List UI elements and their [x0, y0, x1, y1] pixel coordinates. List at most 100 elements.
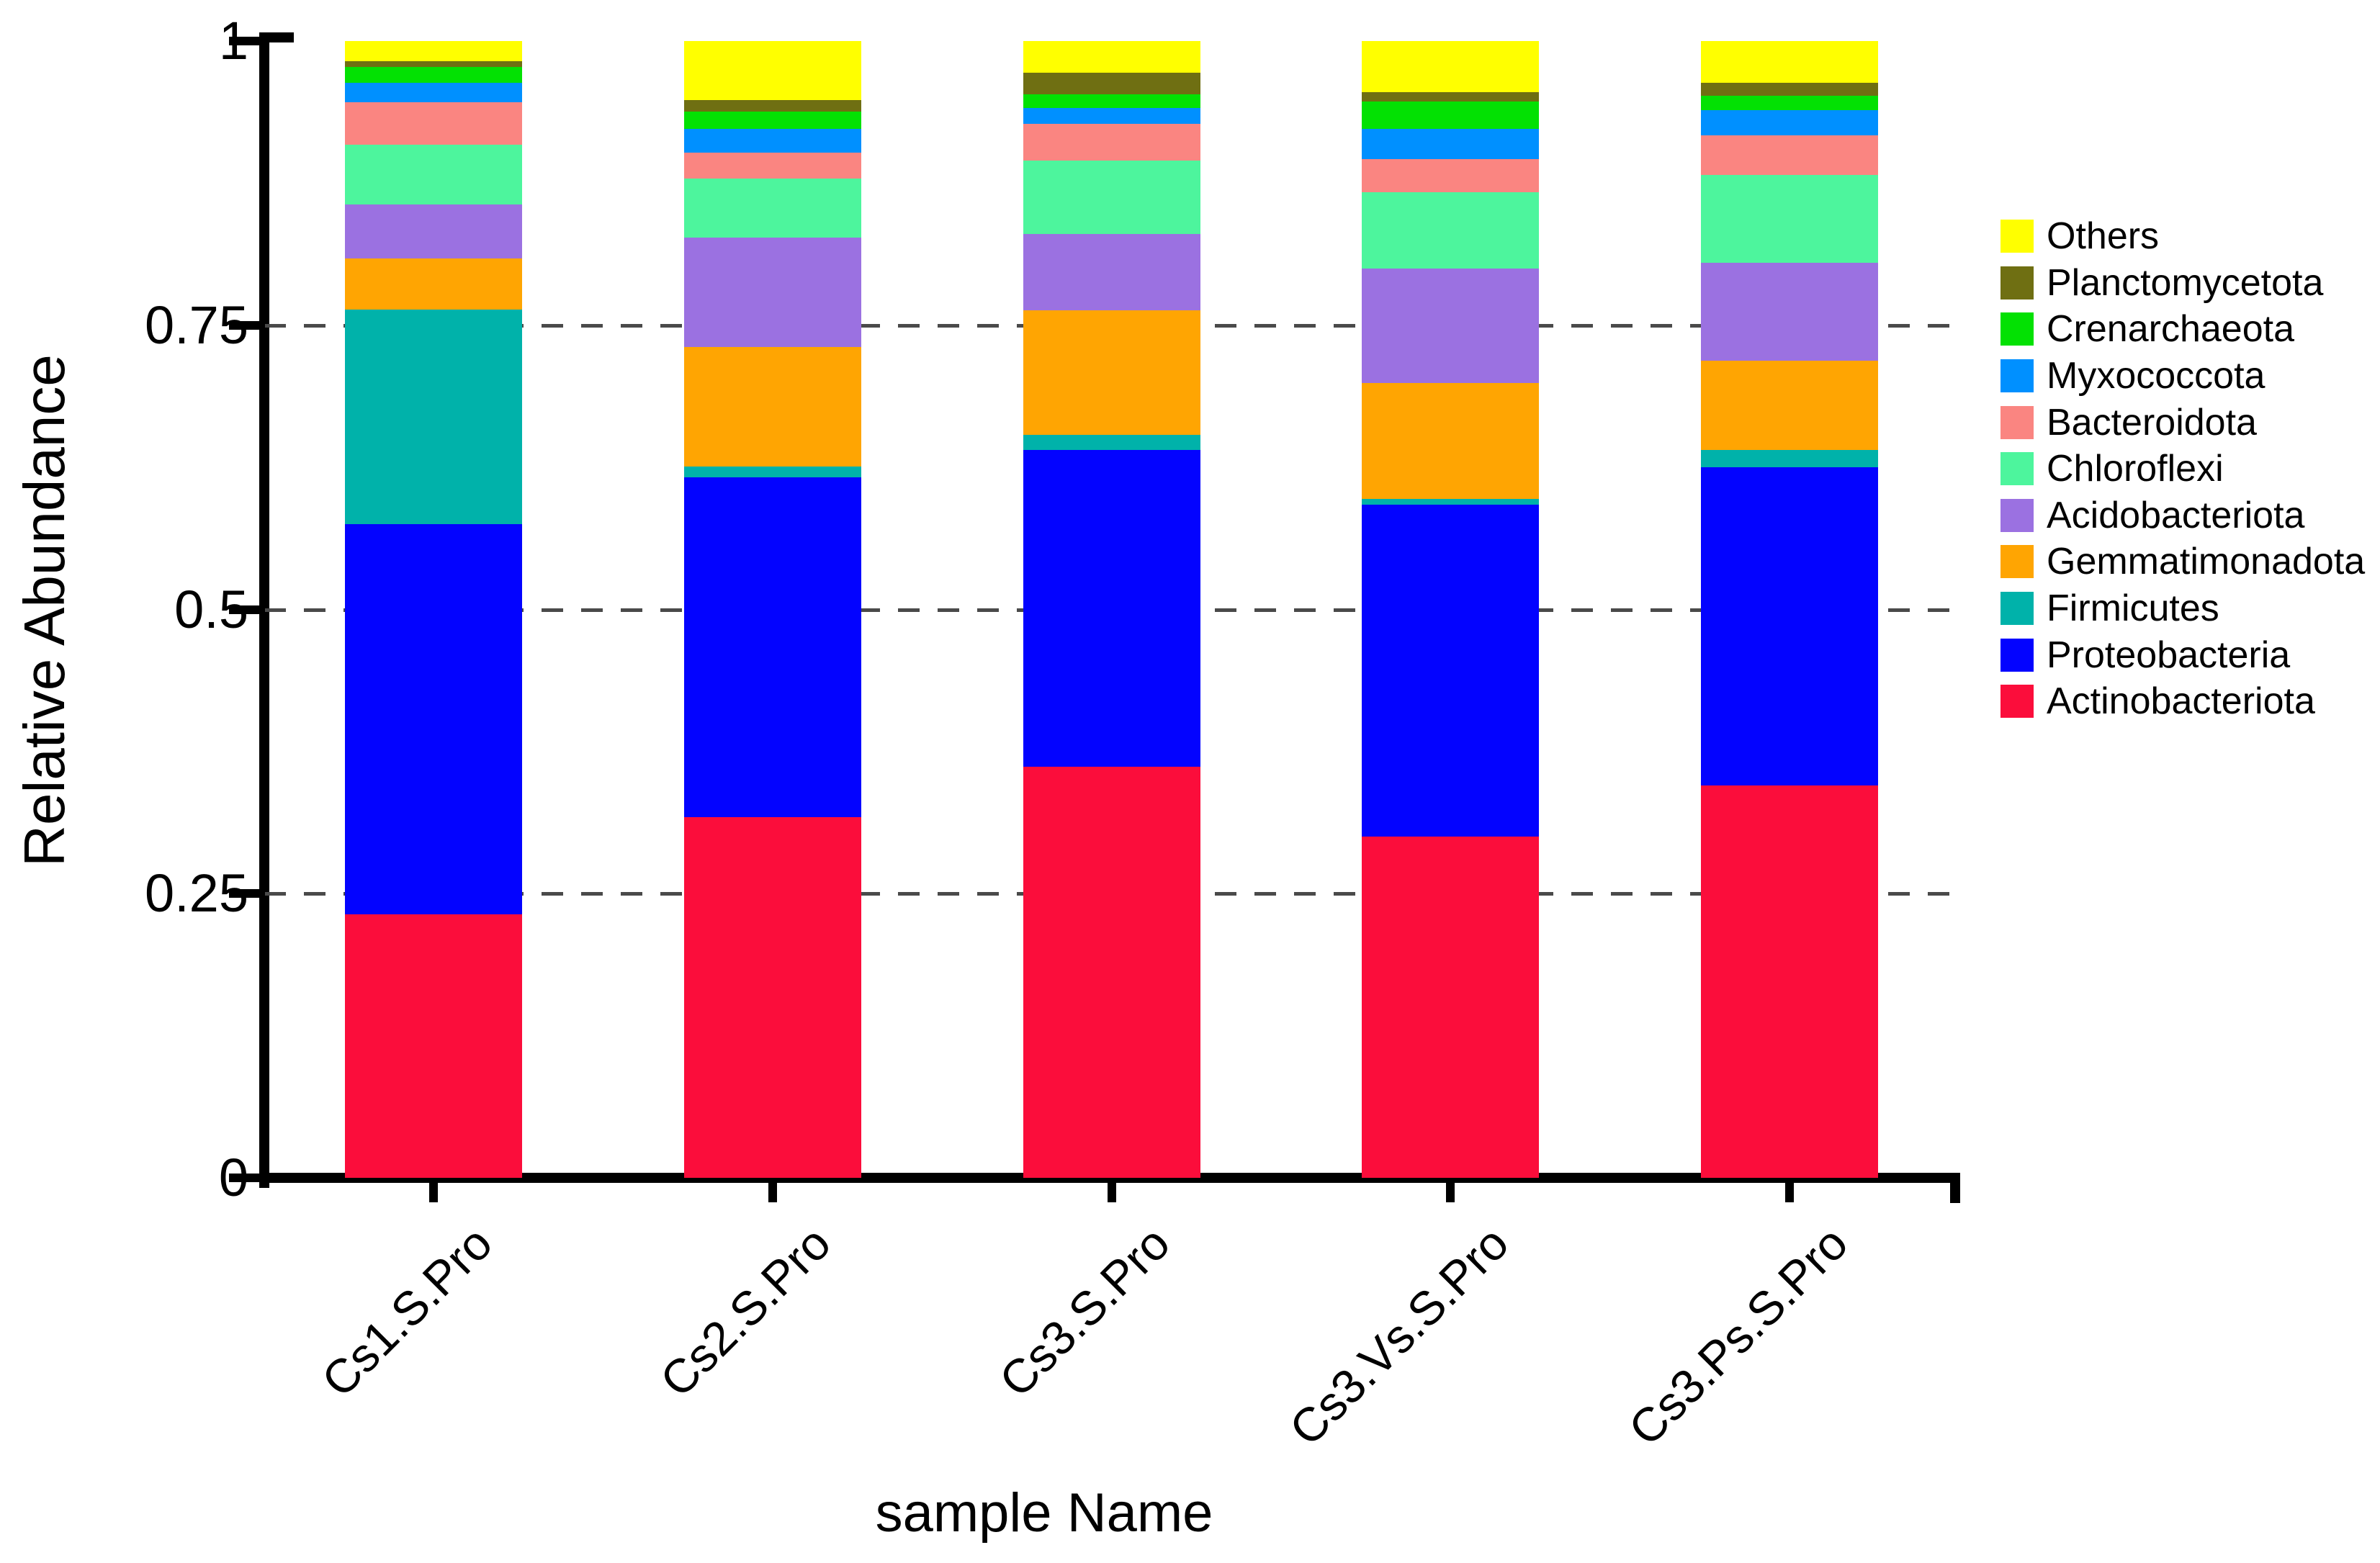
segment-Cs1.S.Pro-Bacteroidota [345, 102, 523, 145]
y-tick-label-0.25: 0.25 [144, 863, 248, 924]
segment-Cs3.S.Pro-Firmicutes [1023, 435, 1200, 450]
legend-item-Myxococcota: Myxococcota [2000, 353, 2365, 400]
segment-Cs1.S.Pro-Actinobacteriota [345, 914, 523, 1178]
legend-item-Crenarchaeota: Crenarchaeota [2000, 306, 2365, 353]
segment-Cs2.S.Pro-Gemmatimonadota [683, 346, 861, 467]
y-tick-0.5 [229, 605, 265, 614]
segment-Cs3.Ps.S.Pro-Planctomycetota [1700, 83, 1878, 96]
legend-swatch-Gemmatimonadota [2000, 545, 2034, 579]
y-axis-top-cap [259, 32, 294, 42]
y-tick-0.75 [229, 320, 265, 330]
y-tick-label-0.5: 0.5 [174, 579, 248, 639]
x-category-label-Cs3.Ps.S.Pro: Cs3.Ps.S.Pro [1617, 1216, 1858, 1456]
y-tick-1 [229, 37, 265, 45]
segment-Cs1.S.Pro-Myxococcota [345, 83, 523, 103]
segment-Cs3.Vs.S.Pro-Firmicutes [1362, 499, 1540, 505]
legend-item-Firmicutes: Firmicutes [2000, 585, 2365, 632]
segment-Cs1.S.Pro-Planctomycetota [345, 61, 523, 68]
segment-Cs3.Vs.S.Pro-Actinobacteriota [1362, 837, 1540, 1178]
x-category-label-Cs1.S.Pro: Cs1.S.Pro [310, 1216, 502, 1407]
segment-Cs3.Ps.S.Pro-Chloroflexi [1700, 175, 1878, 263]
legend-swatch-Myxococcota [2000, 359, 2034, 393]
segment-Cs2.S.Pro-Acidobacteriota [683, 238, 861, 347]
segment-Cs1.S.Pro-Acidobacteriota [345, 204, 523, 258]
segment-Cs3.S.Pro-Myxococcota [1023, 108, 1200, 125]
segment-Cs3.S.Pro-Planctomycetota [1023, 73, 1200, 95]
segment-Cs1.S.Pro-Chloroflexi [345, 144, 523, 205]
y-tick-0.25 [229, 889, 265, 898]
segment-Cs3.Ps.S.Pro-Others [1700, 41, 1878, 84]
legend-swatch-Others [2000, 220, 2034, 253]
segment-Cs2.S.Pro-Chloroflexi [683, 179, 861, 238]
segment-Cs3.Vs.S.Pro-Myxococcota [1362, 128, 1540, 160]
legend-label-Actinobacteriota: Actinobacteriota [2047, 680, 2315, 723]
legend-swatch-Acidobacteriota [2000, 498, 2034, 532]
legend-item-Proteobacteria: Proteobacteria [2000, 631, 2365, 678]
legend-swatch-Bacteroidota [2000, 405, 2034, 439]
x-tick-Cs2.S.Pro [768, 1178, 777, 1202]
legend-label-Planctomycetota: Planctomycetota [2047, 261, 2324, 304]
segment-Cs1.S.Pro-Gemmatimonadota [345, 258, 523, 310]
x-tick-Cs1.S.Pro [429, 1178, 439, 1202]
legend: Others Planctomycetota Crenarchaeota Myxoco… [2000, 213, 2365, 725]
segment-Cs3.Vs.S.Pro-Crenarchaeota [1362, 101, 1540, 129]
y-axis-title: Relative Abundance [12, 354, 76, 867]
legend-label-Firmicutes: Firmicutes [2047, 587, 2219, 630]
legend-swatch-Planctomycetota [2000, 266, 2034, 299]
x-category-label-Cs2.S.Pro: Cs2.S.Pro [650, 1216, 841, 1407]
segment-Cs3.Ps.S.Pro-Acidobacteriota [1700, 262, 1878, 361]
legend-item-Chloroflexi: Chloroflexi [2000, 446, 2365, 492]
legend-item-Bacteroidota: Bacteroidota [2000, 399, 2365, 446]
y-tick-label-0.75: 0.75 [144, 294, 248, 355]
segment-Cs3.Ps.S.Pro-Crenarchaeota [1700, 95, 1878, 111]
legend-label-Acidobacteriota: Acidobacteriota [2047, 494, 2305, 536]
legend-label-Proteobacteria: Proteobacteria [2047, 634, 2291, 676]
segment-Cs2.S.Pro-Crenarchaeota [683, 111, 861, 129]
x-axis-title: sample Name [875, 1482, 1213, 1544]
segment-Cs2.S.Pro-Others [683, 41, 861, 101]
legend-label-Gemmatimonadota: Gemmatimonadota [2047, 541, 2366, 583]
segment-Cs2.S.Pro-Planctomycetota [683, 100, 861, 112]
segment-Cs3.S.Pro-Gemmatimonadota [1023, 310, 1200, 436]
x-category-label-Cs3.S.Pro: Cs3.S.Pro [988, 1216, 1180, 1407]
x-tick-Cs3.S.Pro [1107, 1178, 1116, 1202]
segment-Cs3.Vs.S.Pro-Bacteroidota [1362, 159, 1540, 192]
segment-Cs3.Vs.S.Pro-Chloroflexi [1362, 192, 1540, 269]
x-tick-Cs3.Vs.S.Pro [1446, 1178, 1455, 1202]
x-category-label-Cs3.Vs.S.Pro: Cs3.Vs.S.Pro [1279, 1216, 1519, 1456]
legend-swatch-Actinobacteriota [2000, 685, 2034, 719]
segment-Cs3.Vs.S.Pro-Acidobacteriota [1362, 268, 1540, 384]
segment-Cs3.Ps.S.Pro-Myxococcota [1700, 110, 1878, 136]
segment-Cs3.Vs.S.Pro-Gemmatimonadota [1362, 383, 1540, 500]
segment-Cs2.S.Pro-Actinobacteriota [683, 817, 861, 1178]
legend-item-Gemmatimonadota: Gemmatimonadota [2000, 539, 2365, 585]
legend-item-Acidobacteriota: Acidobacteriota [2000, 492, 2365, 539]
legend-swatch-Proteobacteria [2000, 638, 2034, 672]
segment-Cs2.S.Pro-Firmicutes [683, 466, 861, 478]
x-tick-Cs3.Ps.S.Pro [1784, 1178, 1794, 1202]
segment-Cs3.Vs.S.Pro-Planctomycetota [1362, 92, 1540, 102]
legend-item-Planctomycetota: Planctomycetota [2000, 260, 2365, 307]
segment-Cs1.S.Pro-Proteobacteria [345, 524, 523, 914]
y-tick-0 [229, 1174, 265, 1182]
segment-Cs3.S.Pro-Bacteroidota [1023, 124, 1200, 161]
segment-Cs3.S.Pro-Proteobacteria [1023, 449, 1200, 767]
segment-Cs2.S.Pro-Bacteroidota [683, 152, 861, 179]
segment-Cs3.Ps.S.Pro-Bacteroidota [1700, 135, 1878, 176]
segment-Cs3.S.Pro-Chloroflexi [1023, 160, 1200, 235]
segment-Cs3.Vs.S.Pro-Proteobacteria [1362, 505, 1540, 837]
legend-label-Crenarchaeota: Crenarchaeota [2047, 308, 2294, 351]
segment-Cs3.Ps.S.Pro-Proteobacteria [1700, 467, 1878, 786]
segment-Cs1.S.Pro-Others [345, 41, 523, 62]
segment-Cs3.S.Pro-Others [1023, 41, 1200, 73]
segment-Cs3.Vs.S.Pro-Others [1362, 41, 1540, 93]
y-tick-label-0: 0 [218, 1148, 248, 1207]
segment-Cs3.Ps.S.Pro-Actinobacteriota [1700, 785, 1878, 1178]
x-axis-end-cap [1950, 1173, 1960, 1203]
y-tick-label-1: 1 [218, 11, 248, 71]
segment-Cs3.S.Pro-Acidobacteriota [1023, 234, 1200, 310]
segment-Cs3.Ps.S.Pro-Gemmatimonadota [1700, 360, 1878, 451]
legend-label-Others: Others [2047, 215, 2160, 258]
legend-item-Actinobacteriota: Actinobacteriota [2000, 678, 2365, 725]
legend-swatch-Firmicutes [2000, 592, 2034, 626]
